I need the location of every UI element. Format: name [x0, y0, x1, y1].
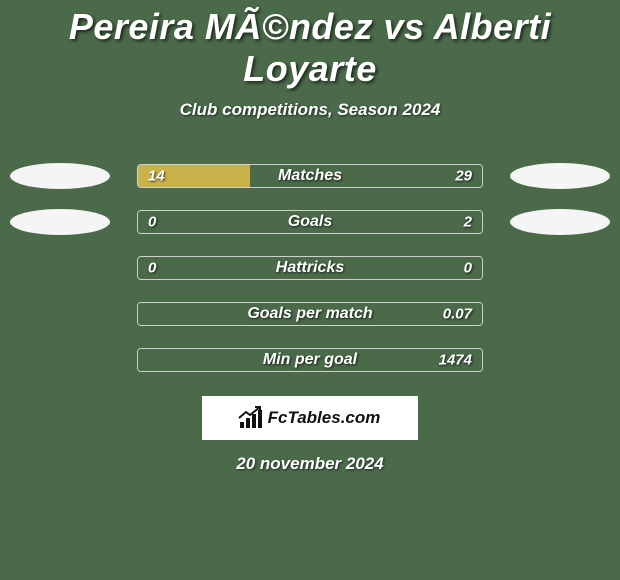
stat-value-left: 14 [148, 168, 165, 185]
stat-bar: 0.07 Goals per match [137, 302, 483, 326]
stat-row: 0.07 Goals per match [0, 302, 620, 326]
stat-row: 0 0 Hattricks [0, 256, 620, 280]
player-right-marker [510, 209, 610, 235]
stat-row: 0 2 Goals [0, 210, 620, 234]
stat-row: 14 29 Matches [0, 164, 620, 188]
page-title: Pereira MÃ©ndez vs Alberti Loyarte [0, 6, 620, 90]
player-left-marker [10, 163, 110, 189]
stat-bar: 1474 Min per goal [137, 348, 483, 372]
stat-value-right: 29 [455, 168, 472, 185]
stat-value-right: 0 [464, 260, 472, 277]
logo-text: FcTables.com [268, 408, 381, 428]
stat-value-left: 0 [148, 260, 156, 277]
page-subtitle: Club competitions, Season 2024 [0, 100, 620, 120]
stat-label: Hattricks [276, 259, 344, 277]
stat-value-left: 0 [148, 214, 156, 231]
stat-rows: 14 29 Matches 0 2 Goals 0 0 Hattricks 0.07 Goals p… [0, 164, 620, 372]
stat-row: 1474 Min per goal [0, 348, 620, 372]
stat-label: Goals per match [247, 305, 372, 323]
stat-bar: 0 0 Hattricks [137, 256, 483, 280]
stat-value-right: 1474 [439, 352, 472, 369]
bar-chart-icon [240, 408, 262, 428]
source-logo[interactable]: FcTables.com [202, 396, 418, 440]
stat-value-right: 0.07 [443, 306, 472, 323]
stat-bar: 14 29 Matches [137, 164, 483, 188]
stat-bar: 0 2 Goals [137, 210, 483, 234]
player-right-marker [510, 163, 610, 189]
stat-label: Matches [278, 167, 342, 185]
stat-value-right: 2 [464, 214, 472, 231]
date-label: 20 november 2024 [0, 454, 620, 474]
stat-label: Min per goal [263, 351, 357, 369]
comparison-widget: Pereira MÃ©ndez vs Alberti Loyarte Club … [0, 0, 620, 474]
stat-label: Goals [288, 213, 332, 231]
player-left-marker [10, 209, 110, 235]
